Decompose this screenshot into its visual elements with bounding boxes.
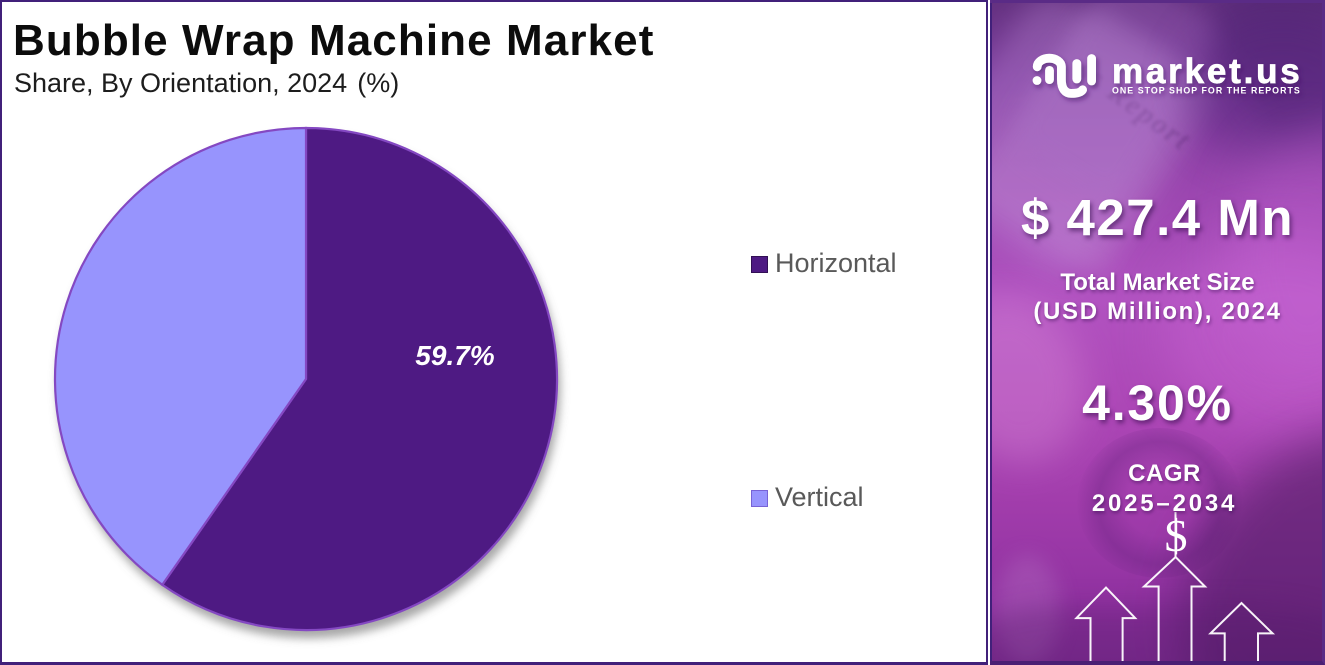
- svg-text:59.7%: 59.7%: [415, 340, 494, 371]
- svg-text:ONE STOP SHOP FOR THE REPORTS: ONE STOP SHOP FOR THE REPORTS: [1112, 86, 1301, 96]
- svg-text:market.us: market.us: [1112, 52, 1303, 91]
